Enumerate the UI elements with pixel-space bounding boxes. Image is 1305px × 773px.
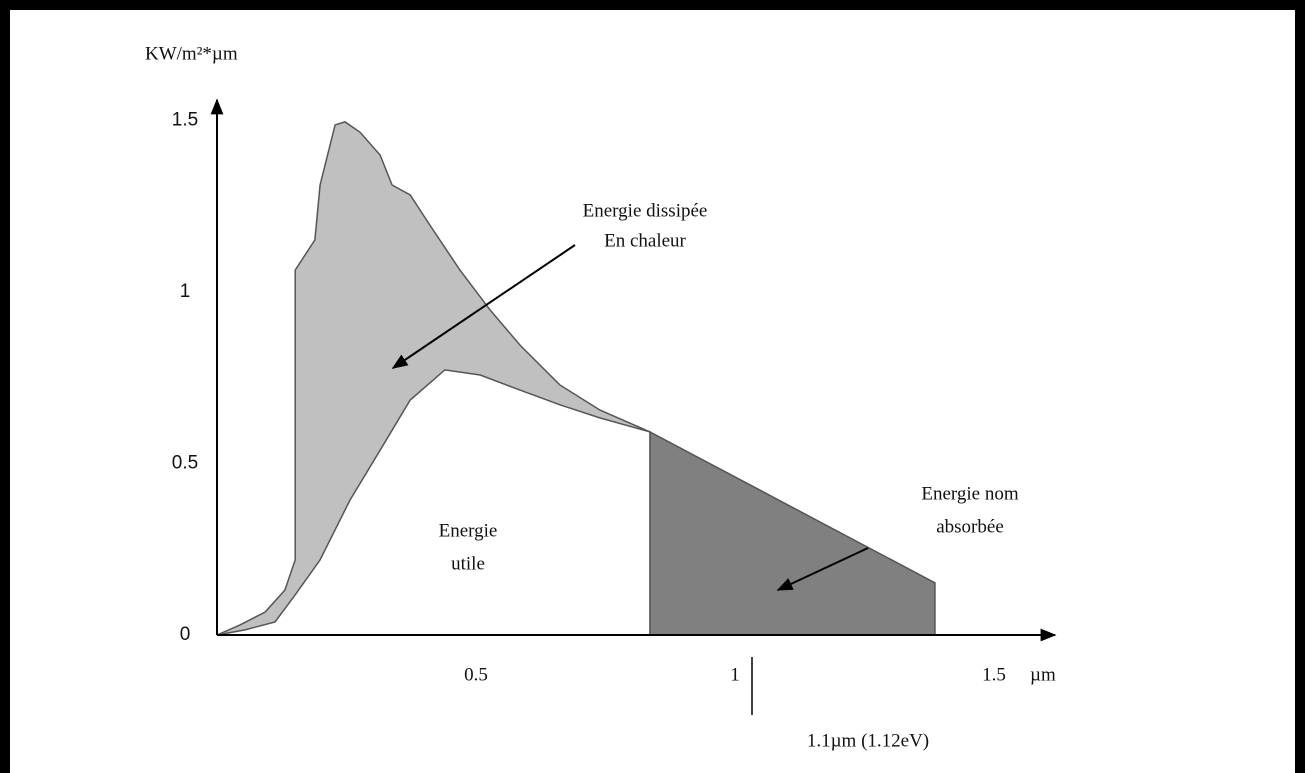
x-tick-label: 1 [730, 664, 740, 685]
x-axis-unit: µm [1030, 664, 1056, 685]
annotation: Energie dissipée [583, 200, 708, 221]
x-tick-label: 0.5 [464, 664, 488, 685]
annotation: Energie nom [921, 483, 1018, 504]
x-tick-label: 1.5 [982, 664, 1006, 685]
annotation: utile [451, 553, 485, 574]
y-tick-label: 0.5 [172, 453, 198, 474]
annotation: Energie [439, 520, 498, 541]
y-tick-label: 1.5 [172, 110, 198, 131]
y-axis-label: KW/m²*µm [145, 43, 238, 64]
arrow [776, 547, 869, 591]
annotation: En chaleur [604, 230, 686, 251]
area [649, 430, 936, 636]
area [216, 369, 651, 636]
annotation: absorbée [936, 516, 1004, 537]
plot [216, 121, 936, 636]
annotation: 1.1µm (1.12eV) [807, 730, 929, 751]
y-tick-label: 0 [180, 624, 191, 645]
y-tick-label: 1 [180, 281, 191, 302]
arrow [391, 244, 576, 369]
